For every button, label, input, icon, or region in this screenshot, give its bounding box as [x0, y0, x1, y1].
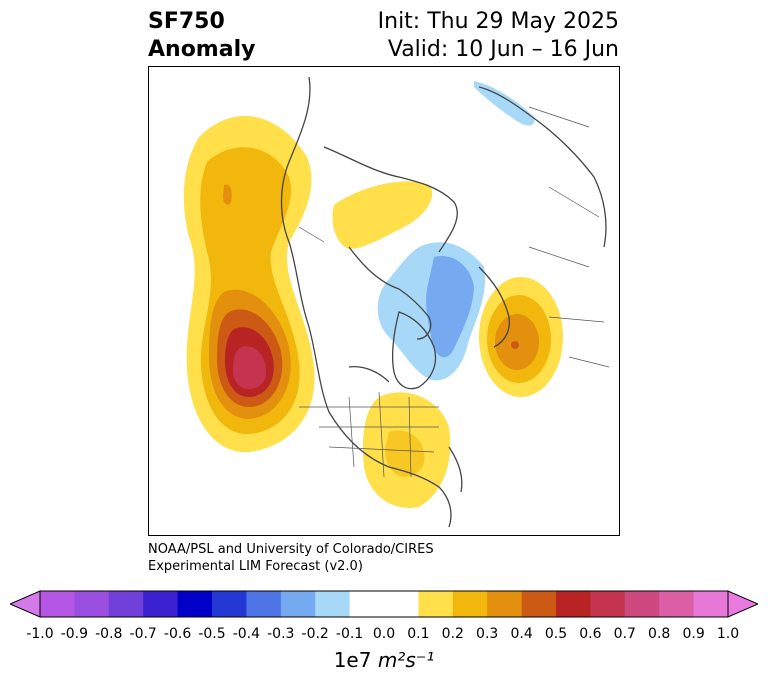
colorbar-tick-label: -0.2: [301, 626, 329, 642]
colorbar-bin: [624, 591, 660, 617]
colorbar-bin: [177, 591, 213, 617]
colorbar-bin: [40, 591, 75, 617]
colorbar-bin: [280, 591, 316, 617]
colorbar-outline: [39, 590, 729, 618]
anomaly-map: [149, 76, 610, 528]
colorbar-extend-low: [8, 590, 41, 618]
colorbar-tick-label: -0.5: [198, 626, 226, 642]
colorbar-bin: [74, 591, 110, 617]
map-panel: [148, 66, 620, 536]
colorbar-tick-label: 0.3: [476, 626, 499, 642]
anomaly-label: Anomaly: [148, 37, 256, 62]
positive-anomaly-west-siberia: [479, 277, 563, 397]
colorbar-bin: [384, 591, 419, 617]
units-expression: m²s⁻¹: [377, 648, 435, 672]
colorbar-bin: [452, 591, 488, 617]
colorbar-tick-label: -0.6: [163, 626, 192, 642]
colorbar-bin: [590, 591, 626, 617]
positive-anomaly-arctic-canada: [332, 181, 433, 249]
colorbar-tick-label: 0.8: [648, 626, 671, 642]
colorbar-bin: [143, 591, 179, 617]
colorbar-ticks: -1.0 -0.9 -0.8 -0.7 -0.6 -0.5 -0.4 -0.3 -0.2 -0.1…: [0, 626, 768, 646]
colorbar-tick-label: 0.9: [682, 626, 705, 642]
colorbar-tick-label: -0.7: [129, 626, 157, 642]
init-date: Init: Thu 29 May 2025: [377, 9, 619, 34]
colorbar-tick-label: 0.4: [510, 626, 533, 642]
colorbar-bin: [659, 591, 695, 617]
colorbar: [8, 590, 760, 618]
credit-text: NOAA/PSL and University of Colorado/CIRE…: [148, 541, 434, 575]
negative-anomaly-north-atlantic: [377, 242, 486, 381]
colorbar-tick-label: -0.1: [335, 626, 364, 642]
colorbar-bin: [108, 591, 144, 617]
colorbar-bin: [521, 591, 557, 617]
colorbar-svg: [8, 590, 760, 618]
colorbar-bin: [556, 591, 591, 617]
colorbar-tick-label: 1.0: [716, 626, 740, 642]
credit-line-1: NOAA/PSL and University of Colorado/CIRE…: [148, 542, 434, 557]
colorbar-tick-label: 0.2: [441, 626, 464, 642]
colorbar-bin: [693, 591, 729, 617]
colorbar-extend-high: [727, 590, 760, 618]
colorbar-bin: [315, 591, 351, 617]
colorbar-tick-label: 0.7: [613, 626, 636, 642]
map-title: SF750 Anomaly: [148, 8, 255, 64]
colorbar-tick-label: -0.9: [60, 626, 89, 642]
units-prefix: 1e7: [333, 648, 372, 672]
variable-label: SF750: [148, 9, 225, 34]
positive-anomaly-eastern-us: [362, 392, 451, 508]
colorbar-tick-label: -0.8: [95, 626, 123, 642]
colorbar-tick-label: -0.3: [267, 626, 295, 642]
colorbar-tick-label: -0.4: [232, 626, 261, 642]
colorbar-bin: [212, 591, 247, 617]
colorbar-tick-label: 0.5: [544, 626, 568, 642]
colorbar-units: 1e7 m²s⁻¹: [0, 648, 768, 672]
colorbar-tick-label: -1.0: [26, 626, 54, 642]
colorbar-tick-label: 0.6: [579, 626, 602, 642]
credit-line-2: Experimental LIM Forecast (v2.0): [148, 559, 363, 574]
colorbar-tick-label: 0.0: [372, 626, 396, 642]
colorbar-bin: [418, 591, 454, 617]
colorbar-bin: [246, 591, 282, 617]
coastlines: [280, 76, 607, 528]
negative-anomaly-east-siberia: [474, 81, 535, 126]
valid-dates: Valid: 10 Jun – 16 Jun: [387, 37, 619, 62]
positive-anomaly-ne-pacific: [149, 115, 315, 453]
colorbar-tick-label: 0.1: [407, 626, 430, 642]
date-info: Init: Thu 29 May 2025 Valid: 10 Jun – 16…: [378, 8, 619, 64]
country-borders: [298, 106, 610, 478]
colorbar-bin: [349, 591, 385, 617]
colorbar-bin: [487, 591, 523, 617]
